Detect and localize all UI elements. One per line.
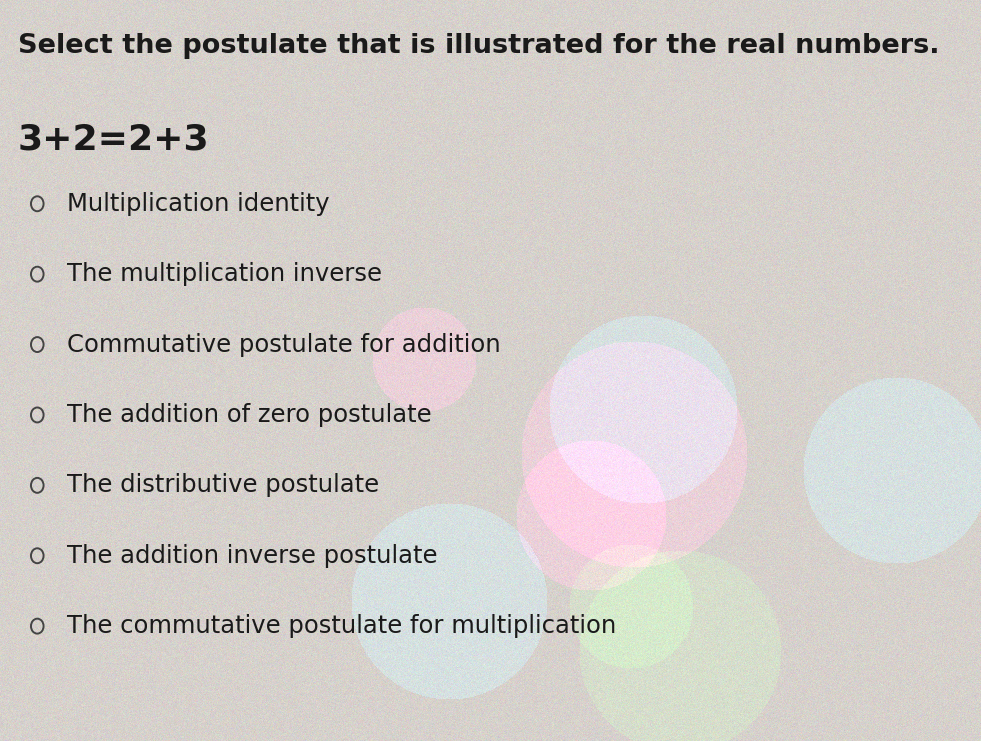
Text: Select the postulate that is illustrated for the real numbers.: Select the postulate that is illustrated… bbox=[18, 33, 939, 59]
Text: The commutative postulate for multiplication: The commutative postulate for multiplica… bbox=[67, 614, 616, 638]
Text: The addition inverse postulate: The addition inverse postulate bbox=[67, 544, 438, 568]
Text: Commutative postulate for addition: Commutative postulate for addition bbox=[67, 333, 500, 356]
Text: Multiplication identity: Multiplication identity bbox=[67, 192, 330, 216]
Text: The multiplication inverse: The multiplication inverse bbox=[67, 262, 382, 286]
Text: The addition of zero postulate: The addition of zero postulate bbox=[67, 403, 432, 427]
Text: 3+2=2+3: 3+2=2+3 bbox=[18, 122, 209, 156]
Text: The distributive postulate: The distributive postulate bbox=[67, 473, 379, 497]
